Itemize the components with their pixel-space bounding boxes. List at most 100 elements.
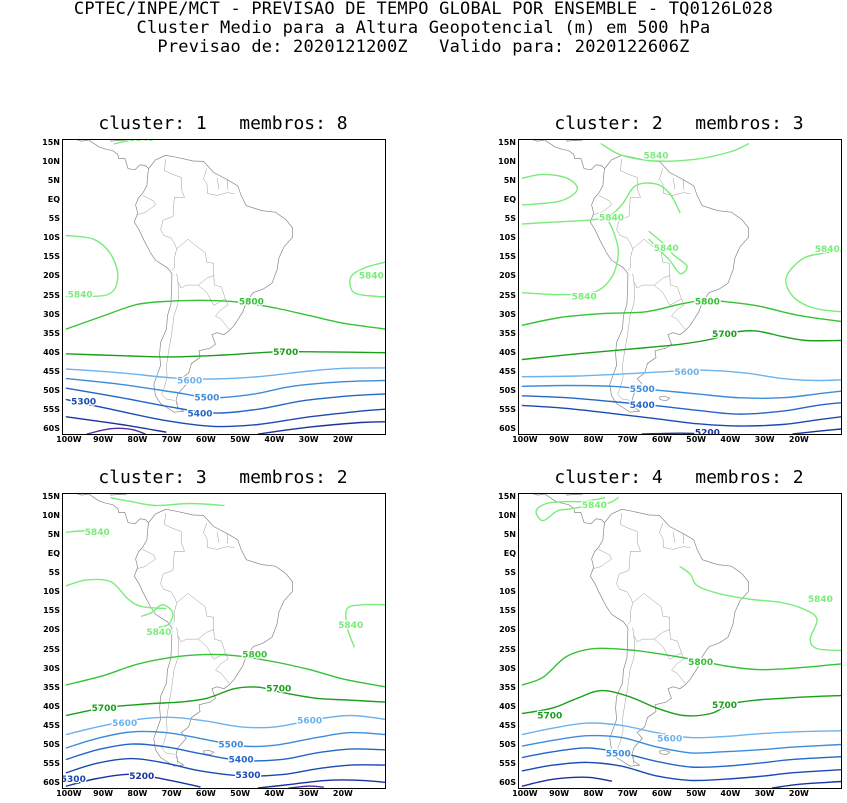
country-border — [198, 275, 226, 306]
contour-line-5700 — [65, 686, 385, 717]
longitude-tick-label: 20W — [788, 435, 809, 444]
country-border — [659, 522, 691, 550]
latitude-tick-label: 10N — [42, 156, 60, 166]
contour-map-svg: 5840 5840 5840 5800 5700 5600 5500 5400 5300 — [65, 140, 385, 434]
contour-line-5840 — [65, 530, 105, 537]
map-panel-cluster-2: 5840 5840 5840 5840 5840 5800 5700 5600 5500 5400… — [518, 139, 842, 435]
contour-label: 5500 — [606, 750, 631, 760]
coastline-group — [76, 494, 293, 767]
country-border — [215, 298, 230, 330]
latitude-tick-label: 40S — [499, 701, 516, 711]
latitude-tick-label: 50S — [43, 386, 60, 395]
latitude-tick-label: 40S — [499, 347, 516, 357]
contour-line-5500 — [65, 377, 385, 399]
longitude-tick-label: 60W — [651, 435, 672, 444]
contour-label: 5800 — [688, 658, 713, 668]
contour-line-5700 — [521, 689, 841, 717]
country-border — [616, 216, 633, 271]
longitude-tick-label: 40W — [264, 435, 285, 444]
latitude-tick-label: 15S — [43, 252, 60, 262]
contour-line-5840 — [110, 497, 225, 507]
contour-label: 5840 — [146, 628, 171, 638]
contour-label: 5840 — [654, 244, 679, 254]
latitude-tick-label: 40S — [43, 347, 60, 357]
island-outline — [659, 395, 671, 402]
contour-line-5300 — [65, 757, 385, 777]
latitude-tick-label: 45S — [43, 366, 60, 376]
latitude-tick-label: 20S — [499, 271, 516, 281]
contour-label: 5200 — [695, 429, 720, 435]
latitude-tick-label: 45S — [499, 366, 516, 376]
continent-coastline — [589, 154, 749, 413]
latitude-tick-label: 40S — [43, 701, 60, 711]
contour-line-5200 — [257, 779, 385, 788]
contour-line-5600 — [65, 367, 385, 380]
contour-labels-group: 5840 5840 5840 5800 5700 5600 5500 5400 5300 — [66, 140, 385, 421]
latitude-tick-label: 20S — [43, 625, 60, 635]
latitude-tick-label: 55S — [499, 405, 516, 415]
contour-label: 5700 — [712, 701, 737, 711]
contour-line-5300 — [521, 761, 841, 782]
contour-label: 5840 — [85, 528, 110, 538]
latitude-tick-label: 15S — [43, 606, 60, 616]
contour-label: 5840 — [572, 293, 597, 303]
longitude-tick-label: 70W — [161, 435, 182, 444]
contour-label: 5700 — [712, 330, 737, 340]
contour-label: 5500 — [218, 741, 243, 751]
continent-coastline — [133, 154, 293, 413]
longitude-tick-label: 60W — [651, 789, 672, 798]
header-subtitle-line: Cluster Medio para a Altura Geopotencial… — [136, 18, 711, 38]
longitude-tick-label: 50W — [230, 435, 251, 444]
header-forecast-dates: Previsao de: 2020121200Z Valido para: 20… — [157, 37, 690, 57]
contours-group — [521, 143, 841, 434]
country-border — [216, 178, 220, 189]
longitude-tick-label: 30W — [754, 789, 775, 798]
contour-line-5800 — [65, 299, 385, 330]
contour-label: 5800 — [695, 298, 720, 308]
country-border — [659, 168, 691, 196]
latitude-tick-label: 35S — [499, 682, 516, 692]
country-border — [164, 513, 185, 571]
contour-label: 5500 — [630, 385, 655, 395]
contour-label: 5300 — [235, 771, 260, 781]
longitude-tick-label: 100W — [56, 789, 82, 798]
latitude-tick-label: 10N — [42, 510, 60, 520]
island-outline — [203, 395, 215, 402]
latitude-tick-label: 5S — [504, 214, 516, 224]
latitude-tick-label: 10S — [499, 233, 516, 243]
country-border — [616, 570, 633, 625]
longitude-tick-label: 80W — [127, 789, 148, 798]
longitude-tick-label: 100W — [56, 435, 82, 444]
latitude-tick-label: 15N — [42, 491, 60, 501]
country-border — [620, 513, 641, 571]
contour-label: 5300 — [71, 398, 96, 408]
country-border — [137, 195, 156, 215]
latitude-tick-label: 15N — [498, 137, 516, 147]
country-border — [176, 238, 214, 289]
latitude-tick-label: EQ — [503, 195, 516, 205]
contour-line-5400 — [521, 747, 841, 769]
contour-line-5200 — [521, 776, 613, 787]
contour-line-5400 — [521, 395, 841, 415]
contour-line-5840 — [65, 234, 119, 298]
contour-line-5840 — [521, 219, 620, 296]
contour-label: 5840 — [338, 621, 363, 631]
latitude-tick-label: 15S — [499, 252, 516, 262]
latitude-tick-label: 30S — [499, 663, 516, 673]
contour-label: 5840 — [599, 214, 624, 224]
latitude-tick-label: 30S — [43, 309, 60, 319]
country-border — [160, 570, 177, 625]
latitude-tick-label: 5N — [503, 176, 516, 185]
latitude-tick-label: 45S — [499, 720, 516, 730]
country-border — [593, 195, 612, 215]
latitude-tick-label: 55S — [499, 759, 516, 769]
contour-line-5840 — [345, 603, 385, 648]
contour-line-5840 — [521, 173, 579, 206]
contour-label: 5700 — [266, 685, 291, 695]
island-outline — [203, 749, 215, 756]
longitude-tick-label: 60W — [195, 789, 216, 798]
contour-line-5200 — [641, 432, 715, 434]
longitude-tick-label: 50W — [686, 789, 707, 798]
contour-line-5200 — [65, 773, 201, 788]
country-border — [672, 532, 676, 543]
